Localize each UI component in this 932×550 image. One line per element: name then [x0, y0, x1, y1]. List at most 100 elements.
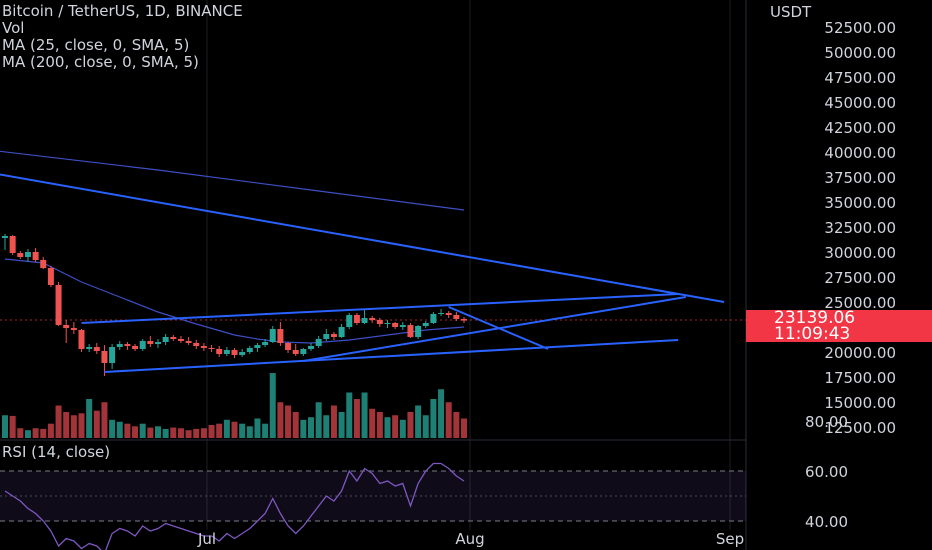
- volume-bar: [223, 419, 230, 438]
- bar-countdown: 11:09:43: [774, 324, 851, 344]
- volume-bar: [139, 423, 146, 438]
- trendline: [0, 173, 725, 303]
- volume-bar: [369, 408, 376, 438]
- candle-body: [392, 323, 399, 327]
- volume-bar: [330, 405, 337, 438]
- volume-bar: [308, 417, 314, 438]
- volume-bar: [86, 399, 93, 438]
- price-tick-label: 37500.00: [824, 169, 896, 187]
- volume-bar: [9, 415, 16, 438]
- volume-bar: [155, 426, 161, 438]
- volume-bar: [17, 428, 24, 438]
- candle-body: [170, 337, 177, 339]
- time-tick-label: Sep: [716, 530, 744, 548]
- candle-body: [384, 323, 391, 324]
- candle-body: [17, 253, 24, 257]
- candle-body: [109, 347, 116, 363]
- volume-bar: [407, 412, 414, 438]
- candle-body: [338, 327, 345, 337]
- volume-bar: [445, 402, 452, 438]
- candle-body: [231, 350, 238, 355]
- candle-body: [116, 344, 123, 347]
- candle-body: [330, 334, 337, 337]
- candle-body: [269, 329, 276, 342]
- price-tick-label: 35000.00: [824, 194, 896, 212]
- time-tick-label: Aug: [455, 530, 484, 548]
- ma25-line: [4, 258, 465, 344]
- rsi-path: [4, 462, 465, 550]
- candle-body: [63, 325, 70, 328]
- volume-bar: [376, 412, 383, 438]
- candle-body: [132, 346, 139, 349]
- trendline: [448, 306, 549, 350]
- symbol-title[interactable]: Bitcoin / TetherUS, 1D, BINANCE: [2, 2, 243, 20]
- volume-bar: [47, 423, 54, 438]
- price-tick-label: 17500.00: [824, 369, 896, 387]
- volume-bar: [277, 402, 284, 438]
- volume-bar: [323, 415, 330, 438]
- volume-bar: [438, 389, 445, 438]
- volume-bar: [415, 405, 422, 438]
- candle-body: [323, 334, 330, 339]
- price-tick-label: 20000.00: [824, 344, 896, 362]
- candle-body: [285, 343, 292, 350]
- ma200-indicator-label[interactable]: MA (200, close, 0, SMA, 5): [2, 53, 199, 71]
- volume-bar: [162, 428, 169, 438]
- price-axis-unit: USDT: [770, 3, 812, 21]
- candle-body: [353, 315, 360, 323]
- candle-body: [308, 346, 314, 349]
- trendline: [303, 296, 687, 362]
- candle-body: [246, 348, 253, 352]
- candle-body: [47, 268, 54, 285]
- candle-body: [415, 326, 422, 337]
- candle-body: [24, 252, 31, 257]
- candle-body: [208, 348, 215, 349]
- volume-bar: [24, 430, 31, 438]
- candle-body: [155, 342, 161, 344]
- volume-bar: [63, 412, 70, 438]
- candle-body: [254, 345, 261, 348]
- volume-bar: [292, 412, 299, 438]
- candle-body: [147, 341, 154, 344]
- volume-bar: [422, 415, 429, 438]
- volume-bar: [262, 423, 269, 438]
- volume-bar: [132, 426, 139, 438]
- price-tick-label: 15000.00: [824, 394, 896, 412]
- candle-body: [315, 339, 322, 346]
- volume-bar: [40, 428, 47, 438]
- volume-bar: [208, 425, 215, 438]
- volume-bar: [116, 421, 123, 438]
- volume-bar: [193, 428, 200, 438]
- rsi-line: [4, 462, 465, 550]
- volume-bar: [2, 415, 8, 438]
- rsi-tick-label: 40.00: [805, 513, 848, 531]
- rsi-indicator-label[interactable]: RSI (14, close): [2, 443, 111, 461]
- candle-body: [32, 252, 39, 260]
- price-tick-label: 47500.00: [824, 69, 896, 87]
- volume-bar: [392, 415, 399, 438]
- volume-bar: [185, 430, 192, 438]
- candle-body: [430, 314, 437, 323]
- price-tick-label: 40000.00: [824, 144, 896, 162]
- ma25-indicator-label[interactable]: MA (25, close, 0, SMA, 5): [2, 36, 190, 54]
- trendline: [81, 293, 679, 324]
- candle-body: [445, 313, 452, 315]
- candle-body: [70, 328, 77, 330]
- trendlines[interactable]: [0, 173, 725, 373]
- candle-body: [399, 325, 406, 327]
- volume-bar: [353, 399, 360, 438]
- volume-bar: [300, 419, 307, 438]
- candle-body: [461, 319, 467, 321]
- volume-indicator-label[interactable]: Vol: [2, 19, 25, 37]
- candle-body: [86, 347, 93, 349]
- axis-labels: USDT 52500.00 50000.00 47500.00 45000.00 4250…: [197, 3, 896, 548]
- moving-averages: [0, 150, 465, 344]
- candle-body: [277, 329, 284, 343]
- last-price-value: 23139.06: [774, 308, 856, 328]
- price-tick-label: 52500.00: [824, 19, 896, 37]
- candle-body: [262, 342, 269, 345]
- time-tick-label: Jul: [197, 530, 216, 548]
- price-tick-label: 50000.00: [824, 44, 896, 62]
- volume-bar: [246, 426, 253, 438]
